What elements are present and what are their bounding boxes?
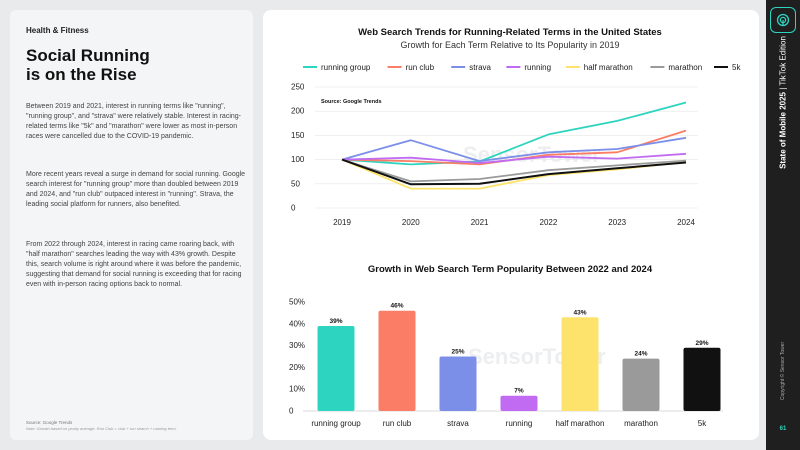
line-y-tick-label: 100 bbox=[291, 155, 305, 164]
bar-marathon bbox=[622, 358, 660, 411]
legend-label-running-group: running group bbox=[321, 63, 371, 72]
line-x-tick-label: 2021 bbox=[471, 218, 489, 227]
bar-chart-title: Growth in Web Search Term Popularity Bet… bbox=[368, 264, 653, 275]
bar-strava bbox=[439, 356, 477, 411]
line-chart-title: Web Search Trends for Running-Related Te… bbox=[358, 27, 662, 38]
line-x-tick-label: 2023 bbox=[608, 218, 626, 227]
report-edition: | TikTok Edition bbox=[778, 36, 788, 92]
legend-label-strava: strava bbox=[469, 63, 491, 72]
series-line-marathon bbox=[341, 158, 687, 183]
footnote: Note: Growth based on yearly average. Ru… bbox=[26, 426, 177, 431]
line-x-tick-label: 2022 bbox=[540, 218, 558, 227]
bar-y-tick-label: 30% bbox=[289, 341, 305, 350]
legend-label-running: running bbox=[524, 63, 551, 72]
bar-running bbox=[500, 395, 538, 411]
chart-panel: Web Search Trends for Running-Related Te… bbox=[263, 10, 759, 440]
bar-run-club bbox=[378, 310, 416, 411]
bar-category-label: running bbox=[506, 419, 533, 428]
series-line-strava bbox=[341, 136, 687, 163]
bar-y-tick-label: 10% bbox=[289, 385, 305, 394]
copyright: Copyright © Sensor Tower bbox=[780, 341, 786, 401]
bar-category-label: running group bbox=[311, 419, 361, 428]
page-title: Social Running is on the Rise bbox=[26, 46, 241, 84]
legend-label-half-marathon: half marathon bbox=[584, 63, 633, 72]
bar-category-label: 5k bbox=[698, 419, 707, 428]
line-x-tick-label: 2020 bbox=[402, 218, 420, 227]
paragraph-1: Between 2019 and 2021, interest in runni… bbox=[26, 103, 241, 140]
series-line-running bbox=[341, 152, 687, 164]
line-chart-subtitle: Growth for Each Term Relative to Its Pop… bbox=[401, 40, 620, 50]
legend-label-marathon: marathon bbox=[668, 63, 702, 72]
bar-y-tick-label: 0 bbox=[289, 407, 294, 416]
series-line-5k bbox=[341, 158, 687, 186]
legend-label-5k: 5k bbox=[732, 63, 741, 72]
line-y-tick-label: 250 bbox=[291, 83, 305, 92]
paragraph-3: From 2022 through 2024, interest in raci… bbox=[26, 241, 242, 288]
line-chart: 0 50 100 150 200 250 2019 2020 2021 2022 2023 2024 bbox=[291, 83, 698, 227]
bar-category-label: marathon bbox=[624, 419, 658, 428]
line-chart-source: Source: Google Trends bbox=[321, 99, 382, 105]
line-y-tick-label: 150 bbox=[291, 131, 305, 140]
bar-value-label: 7% bbox=[514, 388, 524, 395]
page-number: 61 bbox=[779, 426, 787, 432]
paragraph-2: More recent years reveal a surge in dema… bbox=[26, 171, 246, 208]
headline-line-2: is on the Rise bbox=[26, 65, 137, 84]
line-y-tick-label: 50 bbox=[291, 179, 300, 188]
bar-5k bbox=[683, 347, 721, 411]
line-y-tick-label: 200 bbox=[291, 107, 305, 116]
sensor-tower-logo-icon bbox=[770, 7, 796, 33]
category-label: Health & Fitness bbox=[26, 26, 89, 35]
bar-value-label: 25% bbox=[451, 349, 464, 356]
report-title: State of Mobile 2025 | TikTok Edition bbox=[779, 36, 788, 169]
bar-chart: 0 10% 20% 30% 40% 50% 39% running group 46% run c… bbox=[289, 298, 723, 428]
report-title-bold: State of Mobile 2025 bbox=[778, 91, 788, 169]
bar-y-tick-label: 40% bbox=[289, 319, 305, 328]
legend-label-run-club: run club bbox=[406, 63, 435, 72]
right-sidebar: State of Mobile 2025 | TikTok Edition Co… bbox=[766, 0, 800, 450]
headline-line-1: Social Running bbox=[26, 46, 150, 65]
series-line-running-group bbox=[341, 101, 687, 166]
bar-value-label: 39% bbox=[329, 318, 342, 325]
charts-svg: Web Search Trends for Running-Related Te… bbox=[289, 27, 741, 428]
text-panel: Health & Fitness Social Running is on th… bbox=[10, 10, 253, 440]
line-chart-legend: running group run club strava running half m… bbox=[303, 63, 741, 72]
bar-running-group bbox=[317, 325, 355, 411]
bar-value-label: 29% bbox=[695, 340, 708, 347]
source-note: Source: Google Trends bbox=[26, 420, 73, 425]
bar-value-label: 46% bbox=[390, 303, 403, 310]
bar-value-label: 24% bbox=[634, 351, 647, 358]
bar-y-tick-label: 20% bbox=[289, 363, 305, 372]
bar-y-tick-label: 50% bbox=[289, 298, 305, 307]
bar-half-marathon bbox=[561, 317, 599, 411]
line-x-tick-label: 2024 bbox=[677, 218, 695, 227]
line-x-tick-label: 2019 bbox=[333, 218, 351, 227]
bar-category-label: strava bbox=[447, 419, 469, 428]
bar-category-label: run club bbox=[383, 419, 412, 428]
bar-category-label: half marathon bbox=[556, 419, 605, 428]
line-y-tick-label: 0 bbox=[291, 204, 296, 213]
bar-value-label: 43% bbox=[573, 309, 586, 316]
